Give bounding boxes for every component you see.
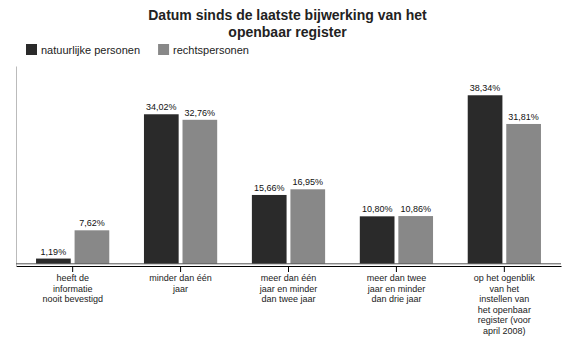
data-label: 10,80%: [362, 204, 393, 214]
data-labels: 1,19% 34,02% 15,66% 10,80% 38,34% 7,62% 32,76%…: [41, 83, 539, 256]
x-tick-mark: [288, 266, 289, 272]
chart: Datum sinds de laatste bijwerking van he…: [0, 0, 575, 343]
data-label: 15,66%: [254, 183, 285, 193]
legend-swatch: [26, 44, 37, 55]
x-tick: minder dan éénjaar: [149, 266, 212, 294]
baseline: [16, 263, 561, 264]
data-label: 31,81%: [508, 112, 539, 122]
bars: [36, 95, 541, 264]
data-label: 16,95%: [293, 177, 324, 187]
bar: [183, 120, 218, 264]
bar: [468, 95, 503, 264]
x-tick: heeft deinformatienooit bevestigd: [42, 266, 103, 304]
bar: [506, 124, 541, 264]
data-label: 38,34%: [470, 83, 501, 93]
y-axis: [16, 67, 17, 267]
x-tick: meer dan éénjaar en minderdan twee jaar: [259, 266, 318, 304]
bar: [75, 230, 110, 263]
legend-item: natuurlijke personen: [26, 44, 140, 56]
data-label: 1,19%: [41, 247, 67, 257]
bar: [144, 114, 179, 264]
x-tick-label: minder dan éénjaar: [149, 273, 212, 294]
legend-label: natuurlijke personen: [41, 44, 140, 56]
legend-item: rechtspersonen: [158, 44, 249, 56]
x-tick-mark: [396, 266, 397, 272]
x-tick-label: op het ogenblikvan hetinstellen vanhet o…: [474, 273, 536, 336]
bar: [290, 189, 325, 264]
data-label: 7,62%: [79, 218, 105, 228]
x-tick: meer dan tweejaar en minderdan drie jaar: [367, 266, 427, 304]
x-tick-label: meer dan éénjaar en minderdan twee jaar: [259, 273, 318, 304]
bar: [398, 216, 433, 264]
x-tick-mark: [180, 266, 181, 272]
legend-swatch: [158, 44, 169, 55]
legend-label: rechtspersonen: [173, 44, 249, 56]
data-label: 10,86%: [400, 204, 431, 214]
x-tick-label: heeft deinformatienooit bevestigd: [42, 273, 103, 304]
x-tick-mark: [72, 266, 73, 272]
y-axis-line: [16, 67, 17, 267]
plot: heeft deinformatienooit bevestigd minder …: [16, 67, 562, 336]
bar: [36, 259, 71, 264]
bar: [360, 216, 395, 263]
x-tick-label: meer dan tweejaar en minderdan drie jaar: [367, 273, 427, 304]
data-label: 32,76%: [185, 108, 216, 118]
title: Datum sinds de laatste bijwerking van he…: [148, 7, 427, 40]
x-tick: op het ogenblikvan hetinstellen vanhet o…: [474, 266, 536, 336]
data-label: 34,02%: [146, 102, 177, 112]
x-tick-mark: [504, 266, 505, 272]
x-axis: heeft deinformatienooit bevestigd minder …: [17, 266, 562, 336]
legend: natuurlijke personen rechtspersonen: [26, 44, 249, 56]
bar: [252, 195, 287, 264]
